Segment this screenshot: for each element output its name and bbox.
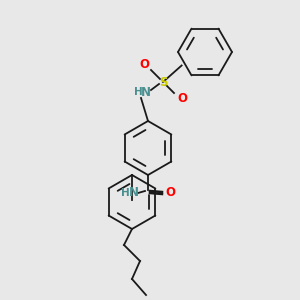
Text: H: H [134,87,142,97]
Text: N: N [141,85,151,98]
Text: H: H [121,188,129,198]
Text: O: O [139,58,149,70]
Text: S: S [159,76,167,88]
Text: N: N [129,187,139,200]
Text: O: O [177,92,187,104]
Text: O: O [165,187,175,200]
